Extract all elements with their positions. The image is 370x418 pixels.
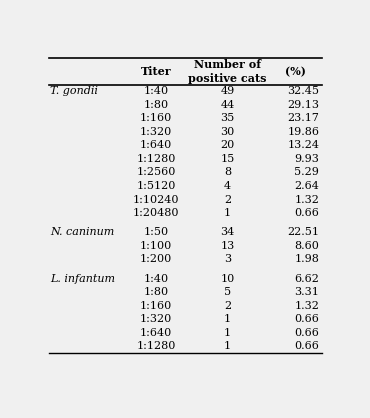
Text: 20: 20 [221, 140, 235, 150]
Text: 29.13: 29.13 [287, 100, 319, 110]
Text: 19.86: 19.86 [287, 127, 319, 137]
Text: 1:80: 1:80 [143, 100, 168, 110]
Text: 2: 2 [224, 194, 231, 204]
Text: 1.32: 1.32 [295, 194, 319, 204]
Text: 1:50: 1:50 [143, 227, 168, 237]
Text: 8: 8 [224, 168, 231, 178]
Text: 34: 34 [221, 227, 235, 237]
Text: 1: 1 [224, 208, 231, 218]
Text: 44: 44 [221, 100, 235, 110]
Text: 2: 2 [224, 301, 231, 311]
Text: 3: 3 [224, 255, 231, 264]
Text: 1:320: 1:320 [140, 314, 172, 324]
Text: 1: 1 [224, 314, 231, 324]
Text: L. infantum: L. infantum [50, 274, 115, 284]
Text: 1:10240: 1:10240 [133, 194, 179, 204]
Text: 1:1280: 1:1280 [136, 154, 176, 164]
Text: 1.98: 1.98 [295, 255, 319, 264]
Text: 1:40: 1:40 [143, 87, 168, 97]
Text: 1:160: 1:160 [140, 113, 172, 123]
Text: 6.62: 6.62 [295, 274, 319, 284]
Text: T. gondii: T. gondii [50, 87, 98, 97]
Text: 1: 1 [224, 341, 231, 351]
Text: 1:640: 1:640 [140, 140, 172, 150]
Text: 3.31: 3.31 [295, 287, 319, 297]
Text: 5.29: 5.29 [295, 168, 319, 178]
Text: 1:80: 1:80 [143, 287, 168, 297]
Text: 1:20480: 1:20480 [133, 208, 179, 218]
Text: 1:5120: 1:5120 [136, 181, 176, 191]
Text: 1:40: 1:40 [143, 274, 168, 284]
Text: 32.45: 32.45 [287, 87, 319, 97]
Text: 13: 13 [221, 241, 235, 251]
Text: 0.66: 0.66 [295, 328, 319, 338]
Text: 13.24: 13.24 [287, 140, 319, 150]
Text: 1.32: 1.32 [295, 301, 319, 311]
Text: 9.93: 9.93 [295, 154, 319, 164]
Text: 1:200: 1:200 [140, 255, 172, 264]
Text: 2.64: 2.64 [295, 181, 319, 191]
Text: 1:320: 1:320 [140, 127, 172, 137]
Text: 35: 35 [221, 113, 235, 123]
Text: 1:1280: 1:1280 [136, 341, 176, 351]
Text: 0.66: 0.66 [295, 208, 319, 218]
Text: 5: 5 [224, 287, 231, 297]
Text: 10: 10 [221, 274, 235, 284]
Text: 1:640: 1:640 [140, 328, 172, 338]
Text: 8.60: 8.60 [295, 241, 319, 251]
Text: 49: 49 [221, 87, 235, 97]
Text: Titer: Titer [141, 66, 171, 77]
Text: 1:100: 1:100 [140, 241, 172, 251]
Text: 0.66: 0.66 [295, 341, 319, 351]
Text: (%): (%) [285, 66, 306, 77]
Text: N. caninum: N. caninum [50, 227, 114, 237]
Text: 0.66: 0.66 [295, 314, 319, 324]
Text: 30: 30 [221, 127, 235, 137]
Text: 22.51: 22.51 [287, 227, 319, 237]
Text: 4: 4 [224, 181, 231, 191]
Text: 1:160: 1:160 [140, 301, 172, 311]
Text: 1:2560: 1:2560 [136, 168, 176, 178]
Text: Number of
positive cats: Number of positive cats [188, 59, 267, 84]
Text: 15: 15 [221, 154, 235, 164]
Text: 1: 1 [224, 328, 231, 338]
Text: 23.17: 23.17 [287, 113, 319, 123]
